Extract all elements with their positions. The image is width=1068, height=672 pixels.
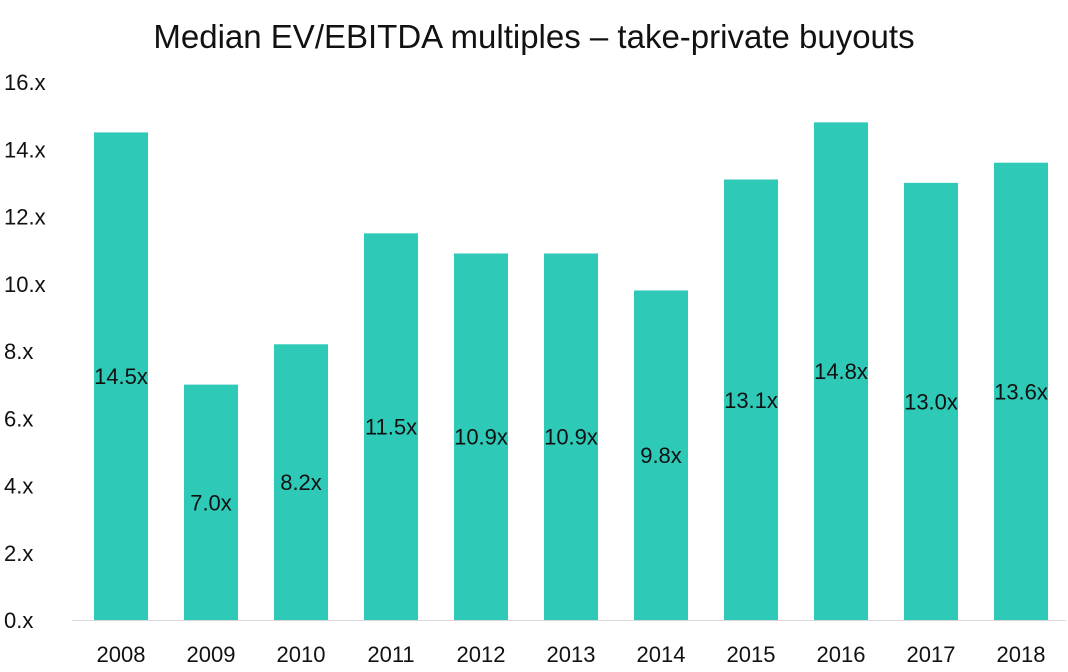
bar-value-label: 11.5x <box>365 415 417 440</box>
bar-value-label: 7.0x <box>190 490 232 515</box>
bar-value-label: 13.6x <box>994 379 1048 404</box>
y-tick-label: 10.x <box>4 272 46 297</box>
bar-2017 <box>904 182 958 620</box>
bar-value-label: 14.8x <box>814 359 868 384</box>
bar-value-label: 14.5x <box>94 364 148 389</box>
y-tick-label: 12.x <box>4 205 46 230</box>
bar-value-label: 9.8x <box>640 443 682 468</box>
y-axis: 0.x 2.x 4.x 6.x 8.x 10.x 12.x 14.x 16.x <box>4 70 46 633</box>
y-tick-label: 16.x <box>4 70 46 95</box>
bar-2010 <box>274 344 328 620</box>
bar-labels-group: 14.5x 7.0x 8.2x 11.5x 10.9x 10.9x 9.8x 13.1x 14.… <box>94 359 1048 515</box>
y-tick-label: 8.x <box>4 339 33 364</box>
x-tick-label: 2014 <box>637 642 686 667</box>
x-tick-label: 2011 <box>367 642 414 667</box>
x-tick-label: 2009 <box>187 642 236 667</box>
bar-value-label: 10.9x <box>454 425 508 450</box>
bar-value-label: 13.0x <box>904 389 958 414</box>
bar-2008 <box>94 132 148 620</box>
x-tick-label: 2016 <box>817 642 866 667</box>
bar-2016 <box>814 122 868 620</box>
x-axis: 2008 2009 2010 2011 2012 2013 2014 2015 2016 2017… <box>72 620 1066 667</box>
x-tick-label: 2008 <box>97 642 146 667</box>
x-tick-label: 2012 <box>457 642 506 667</box>
x-tick-label: 2017 <box>907 642 956 667</box>
y-tick-label: 0.x <box>4 608 33 633</box>
bars-group <box>94 122 1048 621</box>
bar-value-label: 13.1x <box>724 388 778 413</box>
bar-2009 <box>184 384 238 620</box>
y-tick-label: 2.x <box>4 541 33 566</box>
bar-2012 <box>454 253 508 621</box>
chart-title: Median EV/EBITDA multiples – take-privat… <box>153 18 915 55</box>
bar-2013 <box>544 253 598 621</box>
bar-value-label: 10.9x <box>544 425 598 450</box>
y-tick-label: 6.x <box>4 406 33 431</box>
bar-2018 <box>994 162 1048 620</box>
bar-2011 <box>364 233 418 620</box>
x-tick-label: 2010 <box>277 642 326 667</box>
x-tick-label: 2018 <box>997 642 1046 667</box>
x-tick-label: 2013 <box>547 642 596 667</box>
x-tick-label: 2015 <box>727 642 776 667</box>
bar-2015 <box>724 179 778 620</box>
bar-2014 <box>634 290 688 620</box>
y-tick-label: 4.x <box>4 474 33 499</box>
bar-value-label: 8.2x <box>280 470 322 495</box>
y-tick-label: 14.x <box>4 137 46 162</box>
